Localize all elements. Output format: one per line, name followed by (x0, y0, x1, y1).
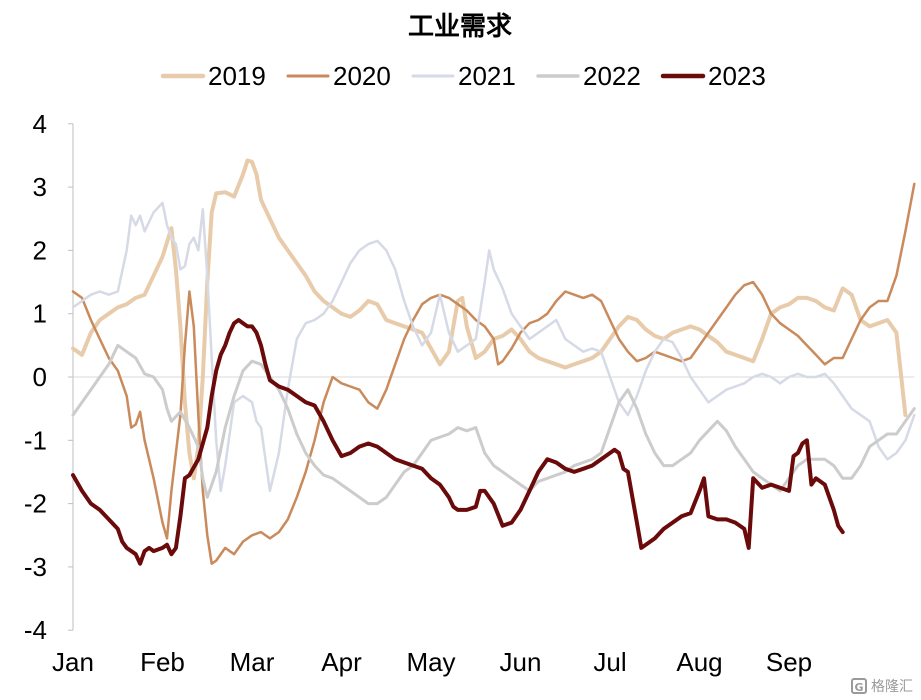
watermark-logo-icon: G (851, 678, 867, 694)
x-tick-label: Jun (500, 647, 542, 677)
series-line-2020 (71, 182, 916, 565)
x-tick-label: Jul (593, 647, 626, 677)
legend-label-2022: 2022 (583, 61, 641, 91)
x-tick-label: Mar (230, 647, 275, 677)
y-tick-label: 3 (33, 172, 47, 202)
chart-legend: 2019 2020 2021 2022 2023 (160, 61, 766, 91)
y-tick-label: 1 (33, 299, 47, 329)
series-line-2021 (71, 201, 916, 493)
x-tick-label: Jan (52, 647, 94, 677)
y-tick-label: 2 (33, 235, 47, 265)
x-tick-label: Sep (766, 647, 812, 677)
watermark: G 格隆汇 (851, 676, 913, 696)
x-tick-label: May (406, 647, 455, 677)
chart-title: 工业需求 (408, 12, 512, 42)
series-line-2019 (71, 158, 908, 481)
y-tick-label: -4 (24, 615, 47, 645)
x-tick-label: Aug (676, 647, 722, 677)
x-tick-label: Apr (321, 647, 362, 677)
watermark-text: 格隆汇 (871, 679, 913, 695)
y-tick-label: -2 (24, 489, 47, 519)
x-tick-label: Feb (140, 647, 185, 677)
y-tick-label: -3 (24, 552, 47, 582)
series-line-2023 (71, 318, 845, 566)
series-lines (71, 158, 916, 566)
legend-label-2020: 2020 (333, 61, 391, 91)
legend-label-2019: 2019 (208, 61, 266, 91)
y-tick-label: 4 (33, 109, 47, 139)
y-tick-label: -1 (24, 425, 47, 455)
legend-label-2023: 2023 (708, 61, 766, 91)
y-tick-label: 0 (33, 362, 47, 392)
legend-label-2021: 2021 (458, 61, 516, 91)
